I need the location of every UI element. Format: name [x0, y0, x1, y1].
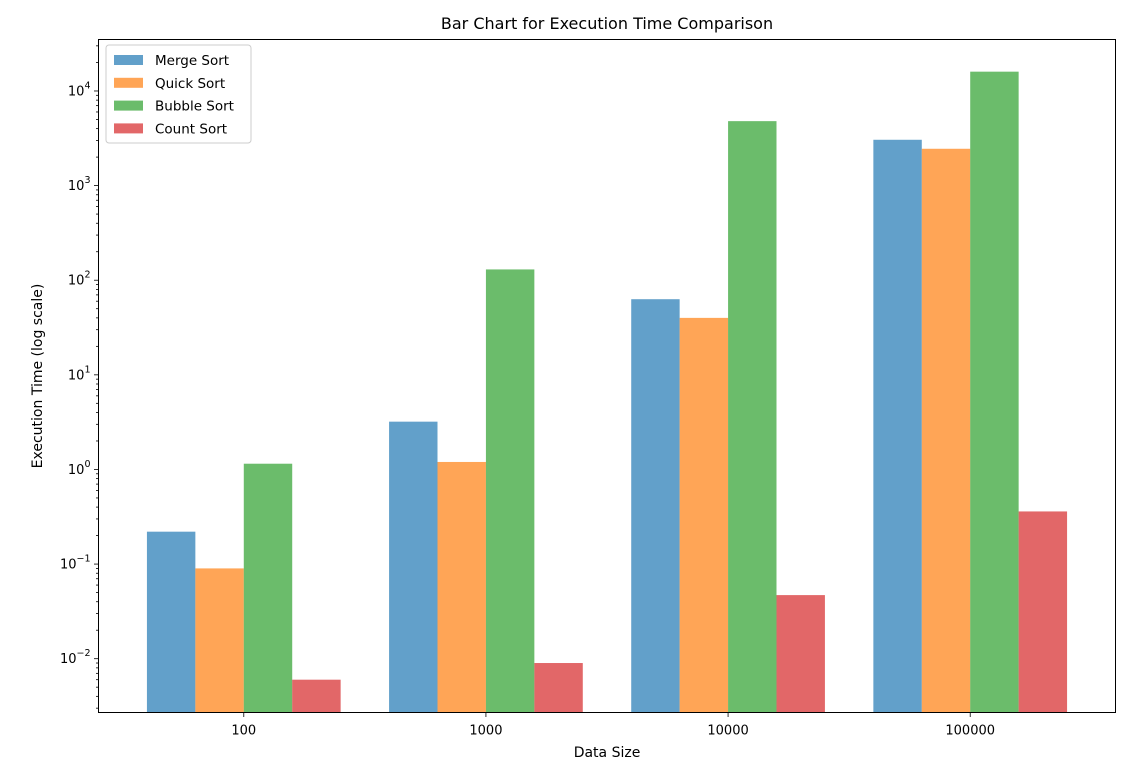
bar-count-sort-100: [292, 679, 341, 713]
x-tick-label: 10000: [707, 724, 748, 739]
y-tick-label: 104: [68, 80, 91, 99]
bar-quick-sort-10000: [679, 317, 729, 713]
y-tick-label: 103: [68, 175, 91, 194]
bar-bubble-sort-100: [243, 463, 293, 713]
y-tick-label: 100: [68, 459, 91, 478]
legend: Merge Sort Quick Sort Bubble Sort Count Sor…: [105, 44, 252, 144]
bar-merge-sort-100000: [873, 139, 922, 713]
bar-quick-sort-100: [195, 568, 244, 713]
y-axis-label: Execution Time (log scale): [30, 284, 46, 469]
bar-bubble-sort-10000: [728, 121, 777, 713]
bar-bubble-sort-1000: [485, 269, 535, 713]
bar-count-sort-10000: [776, 595, 825, 713]
y-tick-label: 10−2: [60, 648, 91, 667]
y-axis-ticks: 10−2 10−1 100 101 102 103 104: [60, 45, 99, 709]
bar-merge-sort-100: [146, 531, 196, 713]
legend-swatch: [114, 77, 143, 88]
legend-label: Quick Sort: [155, 76, 225, 92]
legend-swatch: [114, 123, 143, 134]
legend-label: Merge Sort: [155, 53, 229, 69]
bar-quick-sort-1000: [437, 461, 486, 713]
x-axis-label: Data Size: [574, 745, 641, 761]
bars-layer: [146, 71, 1068, 713]
legend-frame: [105, 44, 252, 144]
x-axis-ticks: 100 1000 10000 100000: [231, 712, 995, 739]
y-tick-label: 10−1: [60, 554, 91, 573]
bar-count-sort-1000: [534, 663, 583, 713]
legend-label: Bubble Sort: [155, 99, 234, 115]
chart-title: Bar Chart for Execution Time Comparison: [441, 14, 773, 33]
bar-count-sort-100000: [1018, 511, 1068, 713]
x-tick-label: 100: [231, 724, 256, 739]
bar-merge-sort-1000: [389, 421, 438, 713]
legend-swatch: [114, 55, 143, 65]
x-tick-label: 1000: [469, 724, 502, 739]
bar-merge-sort-10000: [631, 299, 680, 713]
bar-quick-sort-100000: [921, 148, 971, 713]
legend-swatch: [114, 100, 143, 111]
y-tick-label: 101: [68, 364, 91, 383]
x-tick-label: 100000: [945, 724, 995, 739]
bar-bubble-sort-100000: [970, 71, 1019, 713]
legend-label: Count Sort: [155, 121, 227, 137]
plot-frame: [98, 39, 1116, 713]
y-tick-label: 102: [68, 270, 91, 289]
